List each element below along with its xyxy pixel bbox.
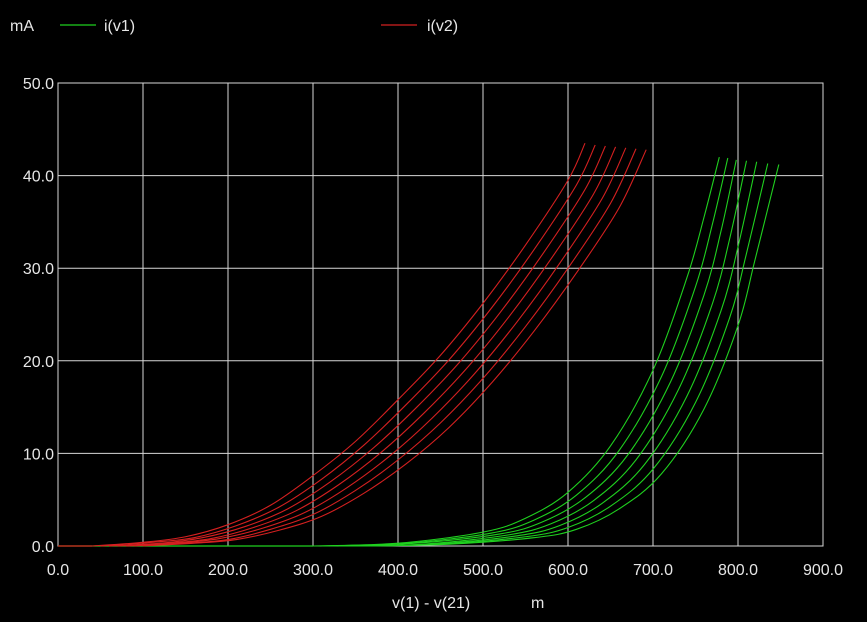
x-tick-label: 800.0: [718, 562, 758, 579]
x-tick-label: 900.0: [803, 562, 843, 579]
y-tick-label: 20.0: [23, 354, 54, 371]
series-line-i-v2-curve-7: [142, 149, 647, 547]
x-tick-label: 100.0: [123, 562, 163, 579]
plot-area: [57, 82, 824, 547]
x-axis-unit: m: [531, 595, 544, 612]
x-tick-label: 600.0: [548, 562, 588, 579]
y-tick-labels: 0.0 10.0 20.0 30.0 40.0 50.0: [23, 76, 54, 556]
x-tick-label: 700.0: [633, 562, 673, 579]
series-line-i-v1-curve-2: [321, 157, 729, 547]
y-tick-label: 30.0: [23, 261, 54, 278]
x-tick-label: 500.0: [463, 562, 503, 579]
y-tick-label: 10.0: [23, 446, 54, 463]
series-line-i-v1-curve-3: [329, 159, 737, 547]
x-tick-label: 300.0: [293, 562, 333, 579]
series-line-i-v1-curve-5: [346, 161, 758, 547]
x-axis-label: v(1) - v(21): [392, 595, 470, 612]
x-tick-labels: 0.0 100.0 200.0 300.0 400.0 500.0 600.0 700.0 80…: [47, 562, 843, 579]
series-line-i-v1-curve-1: [312, 156, 720, 547]
series-curves: [58, 142, 780, 547]
series-line-i-v2-curve-6: [134, 148, 637, 547]
series-line-i-v2-curve-4: [117, 146, 617, 547]
series-line-i-v2-curve-5: [125, 147, 627, 547]
series-line-i-v2-curve-1: [91, 142, 586, 547]
y-tick-label: 40.0: [23, 169, 54, 186]
series-line-i-v1-curve-7: [363, 164, 780, 547]
x-tick-label: 400.0: [378, 562, 418, 579]
legend-label-i-v2: i(v2): [427, 18, 458, 35]
y-tick-label: 50.0: [23, 76, 54, 93]
x-tick-label: 200.0: [208, 562, 248, 579]
series-line-i-v2-curve-2: [100, 144, 596, 547]
series-line-i-v2-curve-3: [108, 145, 606, 547]
x-tick-label: 0.0: [47, 562, 69, 579]
series-line-i-v1-curve-4: [338, 160, 748, 547]
y-tick-label: 0.0: [32, 539, 54, 556]
y-axis-unit: mA: [10, 18, 34, 35]
series-line-i-v1-curve-6: [355, 163, 769, 547]
legend-label-i-v1: i(v1): [104, 18, 135, 35]
